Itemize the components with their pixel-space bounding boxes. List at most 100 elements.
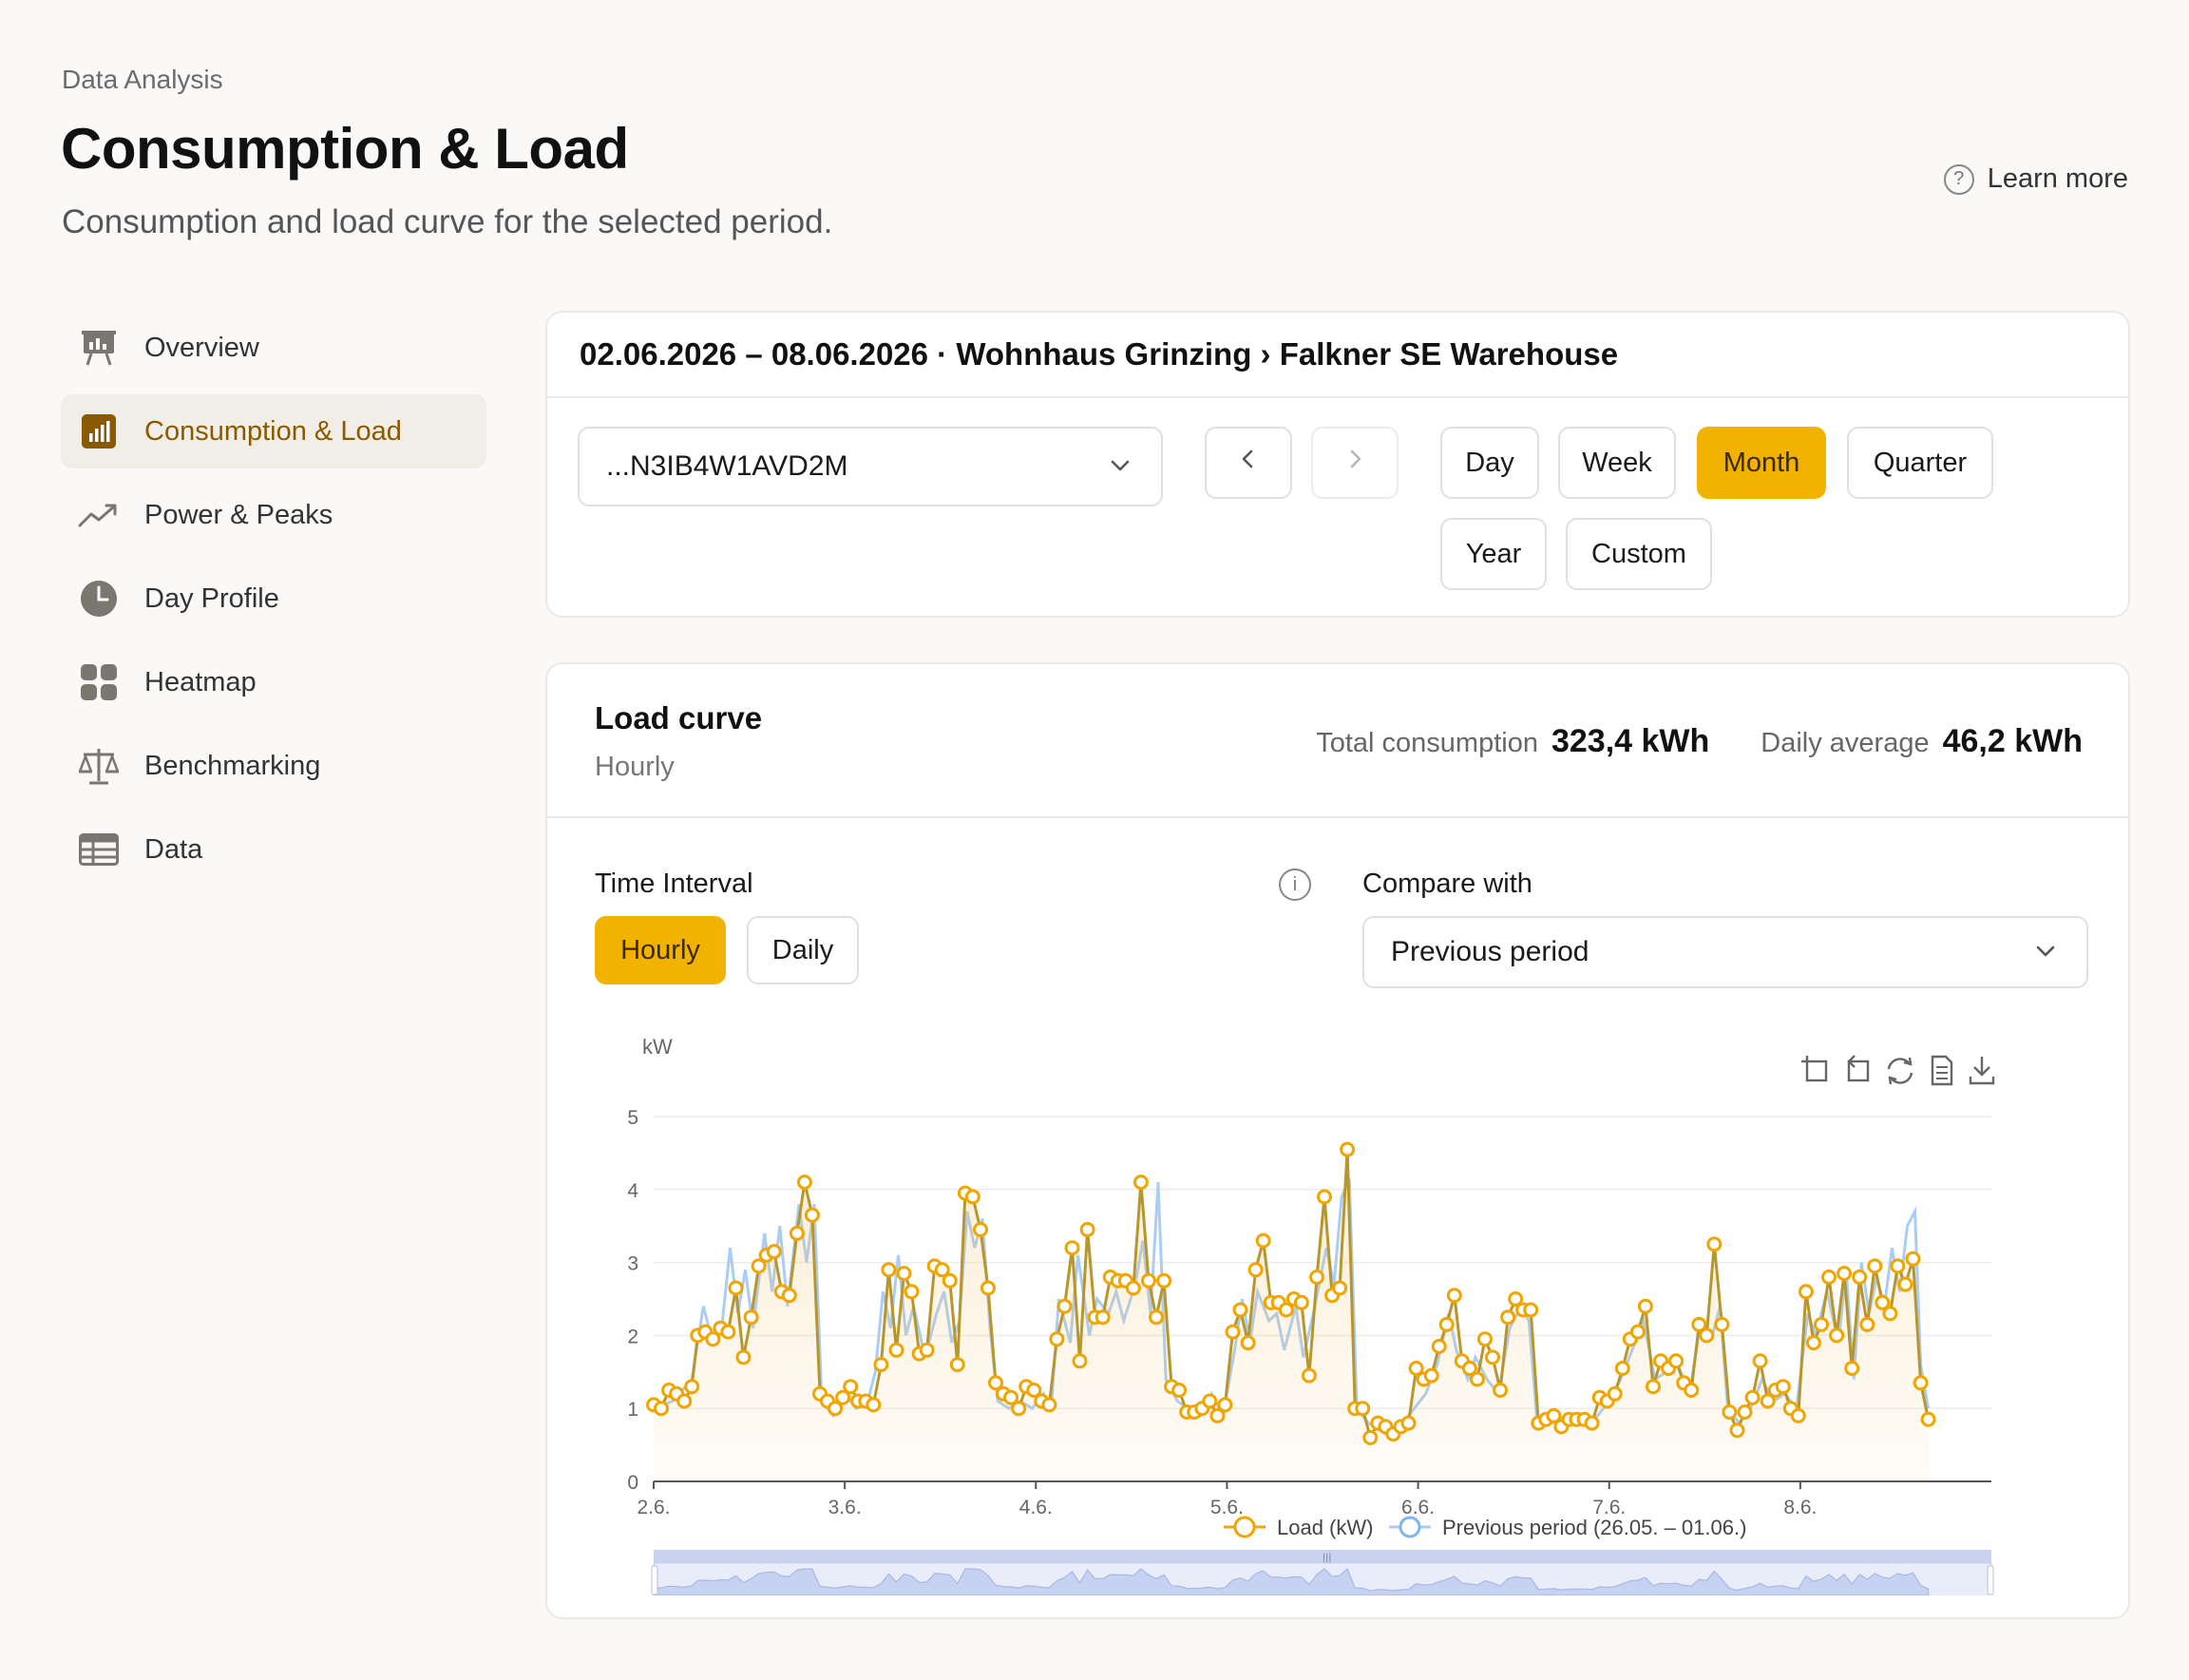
- load-data-point[interactable]: [919, 1342, 935, 1358]
- load-data-point[interactable]: [843, 1379, 859, 1395]
- load-data-point[interactable]: [1202, 1393, 1218, 1409]
- load-data-point[interactable]: [1317, 1189, 1332, 1205]
- load-data-point[interactable]: [1301, 1367, 1317, 1384]
- load-data-point[interactable]: [1668, 1353, 1685, 1369]
- load-data-point[interactable]: [1607, 1385, 1623, 1402]
- load-data-point[interactable]: [964, 1189, 980, 1205]
- load-data-point[interactable]: [1232, 1302, 1248, 1318]
- load-data-point[interactable]: [1523, 1302, 1539, 1318]
- load-data-point[interactable]: [728, 1280, 744, 1296]
- zoom-icon[interactable]: [1801, 1056, 1828, 1082]
- data-view-icon[interactable]: [1931, 1055, 1953, 1086]
- load-data-point[interactable]: [804, 1207, 820, 1223]
- load-data-point[interactable]: [888, 1342, 904, 1358]
- sidebar-item-power-peaks[interactable]: Power & Peaks: [61, 478, 486, 552]
- load-data-point[interactable]: [1852, 1270, 1868, 1285]
- load-data-point[interactable]: [1760, 1393, 1776, 1409]
- load-data-point[interactable]: [1133, 1174, 1149, 1191]
- load-data-point[interactable]: [796, 1174, 812, 1191]
- load-data-point[interactable]: [1225, 1324, 1241, 1340]
- load-data-point[interactable]: [1293, 1294, 1309, 1310]
- load-data-point[interactable]: [980, 1280, 996, 1296]
- load-data-point[interactable]: [1500, 1309, 1516, 1326]
- load-data-point[interactable]: [1775, 1379, 1791, 1395]
- load-data-point[interactable]: [1362, 1429, 1379, 1445]
- load-data-point[interactable]: [904, 1284, 920, 1300]
- load-data-point[interactable]: [1821, 1270, 1837, 1285]
- load-data-point[interactable]: [1149, 1309, 1164, 1326]
- load-data-point[interactable]: [735, 1349, 752, 1365]
- load-data-point[interactable]: [1744, 1389, 1761, 1405]
- interval-daily-button[interactable]: Daily: [747, 916, 859, 984]
- load-data-point[interactable]: [949, 1357, 965, 1373]
- data-zoom-handle-right[interactable]: [1987, 1565, 1994, 1595]
- load-data-point[interactable]: [1829, 1327, 1845, 1344]
- sidebar-item-consumption-load[interactable]: Consumption & Load: [61, 394, 486, 468]
- load-data-point[interactable]: [1805, 1335, 1821, 1351]
- interval-hourly-button[interactable]: Hourly: [595, 916, 726, 984]
- period-quarter-button[interactable]: Quarter: [1847, 427, 1993, 499]
- load-data-point[interactable]: [684, 1379, 700, 1395]
- load-data-point[interactable]: [1699, 1327, 1715, 1344]
- load-data-point[interactable]: [1240, 1335, 1256, 1351]
- load-data-point[interactable]: [766, 1244, 782, 1260]
- load-data-point[interactable]: [1332, 1280, 1348, 1296]
- load-data-point[interactable]: [1049, 1331, 1065, 1347]
- load-data-point[interactable]: [1355, 1401, 1371, 1417]
- sidebar-item-benchmarking[interactable]: Benchmarking: [61, 729, 486, 803]
- load-data-point[interactable]: [1141, 1272, 1156, 1289]
- load-data-point[interactable]: [1400, 1415, 1417, 1431]
- load-data-point[interactable]: [1752, 1353, 1768, 1369]
- load-data-point[interactable]: [1684, 1383, 1700, 1398]
- data-zoom-handle-left[interactable]: [651, 1565, 658, 1595]
- load-data-point[interactable]: [866, 1397, 882, 1413]
- load-data-point[interactable]: [1431, 1338, 1447, 1354]
- legend-item-load[interactable]: Load (kW): [1224, 1516, 1373, 1539]
- load-data-point[interactable]: [1309, 1270, 1324, 1285]
- load-data-point[interactable]: [828, 1401, 844, 1417]
- load-data-point[interactable]: [1156, 1272, 1172, 1289]
- load-data-point[interactable]: [1859, 1316, 1875, 1332]
- load-data-point[interactable]: [973, 1222, 988, 1237]
- learn-more-link[interactable]: ? Learn more: [1943, 163, 2128, 195]
- load-data-point[interactable]: [1485, 1349, 1500, 1365]
- load-data-point[interactable]: [1629, 1324, 1646, 1340]
- load-data-point[interactable]: [1637, 1298, 1653, 1314]
- load-data-point[interactable]: [988, 1375, 1003, 1391]
- load-data-point[interactable]: [1913, 1375, 1929, 1391]
- load-data-point[interactable]: [1041, 1397, 1057, 1413]
- load-data-point[interactable]: [1255, 1232, 1271, 1249]
- load-data-point[interactable]: [1546, 1407, 1562, 1423]
- load-data-point[interactable]: [1920, 1411, 1936, 1427]
- sidebar-item-heatmap[interactable]: Heatmap: [61, 645, 486, 719]
- period-custom-button[interactable]: Custom: [1566, 518, 1712, 590]
- load-data-point[interactable]: [1584, 1415, 1600, 1431]
- period-year-button[interactable]: Year: [1440, 518, 1547, 590]
- restore-icon[interactable]: [1887, 1057, 1913, 1085]
- load-data-point[interactable]: [1837, 1266, 1853, 1282]
- load-data-point[interactable]: [1340, 1141, 1356, 1157]
- load-data-point[interactable]: [1072, 1353, 1088, 1369]
- load-data-point[interactable]: [743, 1309, 759, 1326]
- load-data-point[interactable]: [1171, 1383, 1188, 1398]
- load-data-point[interactable]: [654, 1401, 669, 1417]
- load-data-point[interactable]: [751, 1258, 767, 1274]
- load-data-point[interactable]: [1897, 1276, 1913, 1292]
- zoom-reset-icon[interactable]: [1847, 1055, 1870, 1082]
- compare-select[interactable]: Previous period: [1362, 916, 2088, 988]
- load-data-point[interactable]: [1737, 1404, 1753, 1420]
- load-data-point[interactable]: [1790, 1407, 1806, 1423]
- load-data-point[interactable]: [1814, 1316, 1829, 1332]
- load-data-point[interactable]: [1844, 1361, 1860, 1376]
- load-data-point[interactable]: [942, 1272, 958, 1289]
- load-data-point[interactable]: [1882, 1306, 1898, 1322]
- load-data-point[interactable]: [705, 1331, 721, 1347]
- previous-period-button[interactable]: [1205, 427, 1292, 499]
- load-data-point[interactable]: [1714, 1316, 1730, 1332]
- load-data-point[interactable]: [781, 1288, 797, 1304]
- sidebar-item-overview[interactable]: Overview: [61, 311, 486, 385]
- load-data-point[interactable]: [1094, 1309, 1111, 1326]
- load-data-point[interactable]: [1905, 1250, 1921, 1267]
- load-data-point[interactable]: [835, 1389, 851, 1405]
- load-data-point[interactable]: [1446, 1288, 1462, 1304]
